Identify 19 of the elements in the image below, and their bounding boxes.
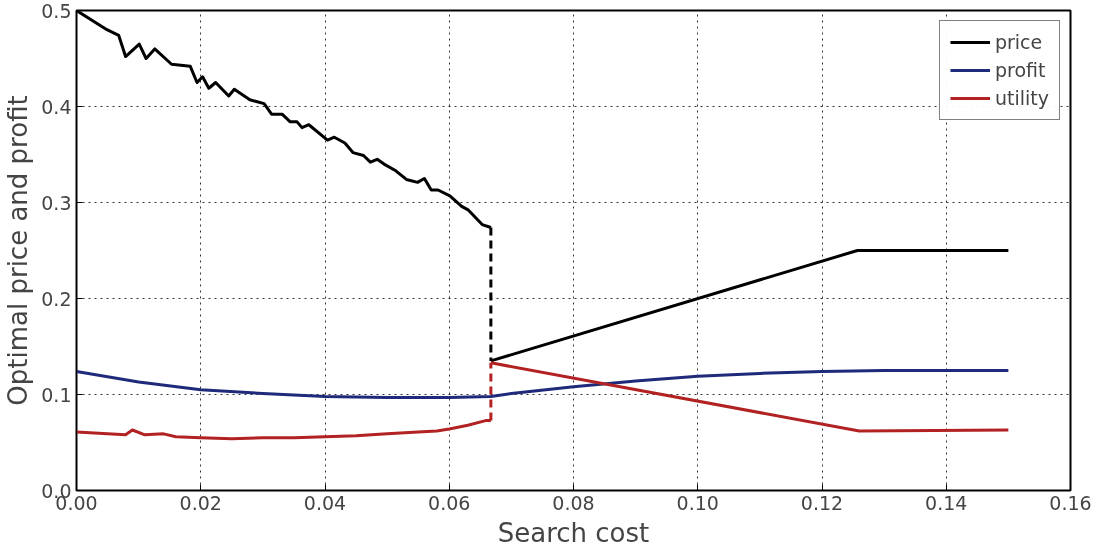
y-tick-label: 0.2 [41, 287, 72, 310]
x-tick-label: 0.12 [800, 491, 844, 514]
y-axis-title: Optimal price and profit [3, 95, 34, 406]
y-tick-label: 0.4 [41, 95, 72, 118]
legend-label: utility [994, 87, 1049, 109]
x-tick-label: 0.16 [1049, 491, 1092, 514]
x-tick-label: 0.02 [179, 491, 222, 514]
x-tick-label: 0.06 [428, 491, 471, 514]
y-tick-label: 0.1 [41, 383, 72, 406]
y-tick-label: 0.3 [41, 191, 72, 214]
x-axis-title: Search cost [497, 517, 650, 548]
legend-label: price [994, 31, 1043, 53]
line-series [76, 369, 1010, 399]
x-tick-label: 0.04 [303, 491, 347, 514]
x-tick-label: 0.14 [925, 491, 968, 514]
y-tick-label: 0.5 [41, 0, 72, 22]
legend-label: profit [994, 59, 1046, 81]
x-tick-label: 0.10 [676, 491, 719, 514]
x-tick-label: 0.08 [552, 491, 595, 514]
